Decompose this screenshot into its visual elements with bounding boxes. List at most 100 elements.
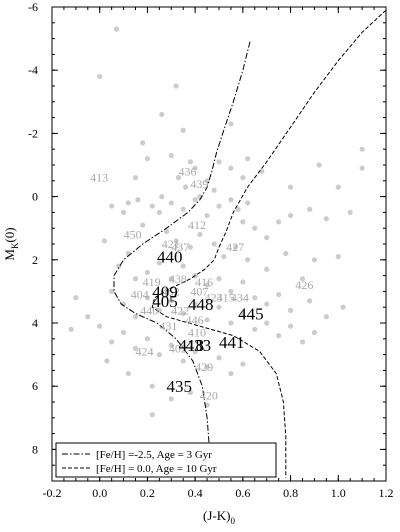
- data-point: [168, 276, 174, 282]
- data-point: [132, 314, 139, 320]
- star-label-highlight: 440: [157, 248, 183, 267]
- data-point: [228, 320, 234, 326]
- data-point: [287, 307, 294, 313]
- data-point: [216, 159, 222, 165]
- data-point: [276, 291, 282, 298]
- data-point: [276, 219, 282, 225]
- isochrone-line: [113, 41, 251, 478]
- data-point: [101, 238, 108, 244]
- data-point: [359, 165, 365, 171]
- data-point: [120, 209, 127, 215]
- star-label-highlight: 448: [188, 295, 214, 314]
- data-point: [347, 209, 353, 215]
- data-point: [216, 203, 222, 209]
- y-tick-label: -2: [28, 126, 38, 140]
- data-point: [132, 345, 139, 351]
- data-point: [259, 168, 265, 174]
- legend: [Fe/H] =-2.5, Age = 3 Gyr [Fe/H] = 0.0, A…: [55, 442, 277, 478]
- data-point: [276, 333, 282, 339]
- plot-frame: [51, 6, 387, 482]
- data-point: [149, 203, 155, 209]
- star-label-highlight: 418: [178, 336, 204, 355]
- data-point: [149, 383, 155, 389]
- star-label: 440: [140, 303, 158, 317]
- data-point: [180, 310, 186, 317]
- data-point: [287, 212, 294, 219]
- star-label: 407: [190, 284, 208, 298]
- star-label: 452: [162, 284, 180, 298]
- data-point: [240, 310, 246, 317]
- data-point: [307, 206, 313, 212]
- data-point: [211, 187, 217, 193]
- data-point: [173, 83, 179, 89]
- data-point: [144, 156, 151, 162]
- data-point: [323, 216, 329, 222]
- data-point: [216, 304, 222, 310]
- data-point: [180, 206, 186, 212]
- data-point: [192, 197, 198, 203]
- x-tick-label: 0.8: [283, 486, 298, 500]
- y-axis-title: MK(0): [2, 227, 20, 260]
- data-point: [323, 314, 329, 320]
- data-point: [299, 339, 306, 345]
- data-point: [97, 323, 103, 329]
- star-label: 438: [169, 272, 187, 286]
- star-label: 450: [124, 228, 142, 242]
- data-point: [245, 200, 251, 206]
- star-label: 419: [143, 275, 161, 289]
- data-point: [125, 370, 131, 377]
- data-point: [299, 276, 306, 282]
- data-point: [340, 304, 346, 310]
- data-point: [204, 317, 210, 323]
- star-label: 446: [186, 313, 204, 327]
- data-point: [120, 329, 127, 336]
- star-label-highlight: 441: [219, 333, 245, 352]
- star-label: 412: [188, 218, 206, 232]
- data-point: [144, 295, 151, 301]
- data-point: [135, 197, 141, 203]
- data-point: [109, 288, 115, 294]
- data-point: [204, 212, 210, 219]
- star-label-highlight: 409: [152, 282, 178, 301]
- y-tick-label: -4: [28, 63, 38, 77]
- star-label: 431: [159, 319, 177, 333]
- y-tick-label: 6: [32, 379, 38, 393]
- data-point: [156, 352, 162, 358]
- data-point: [245, 257, 251, 263]
- star-label-highlight: 433: [186, 336, 212, 355]
- y-tick-label: 4: [32, 316, 38, 330]
- star-label: 415: [217, 291, 235, 305]
- x-tick-label: 0.2: [140, 486, 155, 500]
- data-point: [211, 241, 217, 247]
- data-point: [140, 140, 146, 146]
- data-point: [168, 298, 174, 304]
- data-point: [252, 295, 258, 301]
- star-label: 413: [90, 171, 108, 185]
- star-label: 402: [169, 341, 187, 355]
- x-tick-label: 0.4: [188, 486, 203, 500]
- data-point: [73, 295, 79, 301]
- star-label: 429: [195, 360, 213, 374]
- x-tick-label: 1.2: [379, 486, 394, 500]
- data-point: [159, 111, 165, 118]
- data-point: [192, 348, 198, 355]
- data-point: [287, 184, 294, 190]
- legend-label: [Fe/H] =-2.5, Age = 3 Gyr: [96, 449, 212, 461]
- star-label: 437: [171, 240, 189, 254]
- x-tick-label: 0.0: [92, 486, 107, 500]
- star-label: 420: [200, 389, 218, 403]
- data-point: [216, 276, 222, 282]
- star-label: 439: [190, 177, 208, 191]
- data-point: [180, 263, 186, 269]
- star-label-highlight: 435: [167, 377, 193, 396]
- data-point: [109, 203, 115, 209]
- data-point: [197, 231, 203, 238]
- data-point: [216, 355, 222, 361]
- y-tick-label: -6: [28, 0, 38, 14]
- y-tick-label: 0: [32, 190, 38, 204]
- data-point: [204, 364, 210, 370]
- x-tick-label: 1.0: [331, 486, 346, 500]
- data-point: [228, 165, 234, 171]
- data-point: [168, 152, 174, 159]
